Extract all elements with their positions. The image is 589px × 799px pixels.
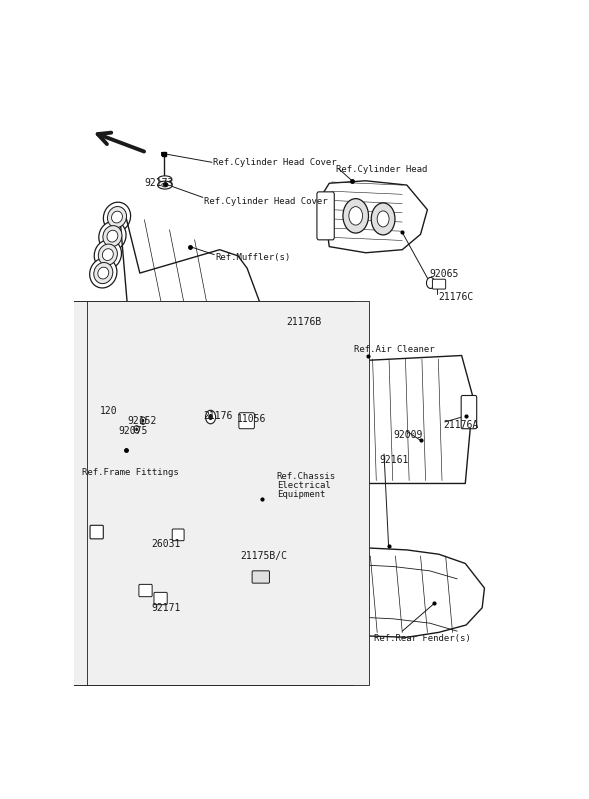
Ellipse shape: [315, 375, 325, 384]
Circle shape: [426, 277, 435, 288]
Text: Parts
Republic: Parts Republic: [133, 355, 361, 452]
Text: 92152: 92152: [127, 415, 157, 426]
Ellipse shape: [345, 437, 350, 451]
FancyBboxPatch shape: [288, 315, 299, 324]
Circle shape: [349, 207, 363, 225]
Ellipse shape: [345, 351, 350, 364]
Circle shape: [206, 410, 216, 423]
Ellipse shape: [375, 397, 385, 403]
Ellipse shape: [310, 397, 320, 403]
Ellipse shape: [328, 431, 335, 443]
Text: 21176C: 21176C: [439, 292, 474, 302]
Circle shape: [134, 426, 140, 433]
Text: 21176B: 21176B: [286, 317, 321, 328]
Text: Ref.Rear Fender(s): Ref.Rear Fender(s): [374, 634, 471, 643]
Ellipse shape: [107, 230, 118, 242]
Ellipse shape: [102, 248, 113, 260]
Text: 21176A: 21176A: [444, 420, 479, 430]
Text: 92009: 92009: [393, 431, 422, 440]
Circle shape: [339, 388, 356, 412]
FancyBboxPatch shape: [139, 584, 152, 597]
FancyBboxPatch shape: [239, 496, 286, 533]
Ellipse shape: [98, 267, 109, 279]
Text: 92173: 92173: [144, 178, 174, 189]
Polygon shape: [282, 356, 473, 483]
FancyBboxPatch shape: [239, 413, 254, 429]
Text: 26031: 26031: [151, 539, 181, 549]
Circle shape: [140, 417, 145, 424]
FancyBboxPatch shape: [90, 525, 103, 539]
FancyBboxPatch shape: [71, 300, 353, 686]
Text: Ref.Chassis: Ref.Chassis: [277, 471, 336, 480]
Ellipse shape: [103, 225, 122, 247]
Text: 11056: 11056: [237, 414, 266, 424]
Ellipse shape: [111, 211, 123, 223]
Circle shape: [141, 419, 144, 423]
Ellipse shape: [360, 431, 367, 443]
Ellipse shape: [158, 181, 172, 189]
Ellipse shape: [162, 183, 168, 187]
FancyBboxPatch shape: [154, 592, 167, 605]
Ellipse shape: [94, 263, 113, 284]
Ellipse shape: [186, 331, 244, 365]
Circle shape: [377, 211, 389, 227]
Ellipse shape: [193, 336, 238, 360]
Circle shape: [371, 203, 395, 235]
Text: Ref.Cylinder Head Cover: Ref.Cylinder Head Cover: [213, 158, 336, 167]
FancyBboxPatch shape: [172, 529, 184, 541]
Text: Ref.Cylinder Head Cover: Ref.Cylinder Head Cover: [204, 197, 327, 206]
Polygon shape: [304, 548, 484, 638]
Text: 92171: 92171: [151, 602, 181, 613]
FancyBboxPatch shape: [245, 550, 276, 574]
Ellipse shape: [158, 176, 172, 182]
Bar: [161, 153, 167, 156]
Ellipse shape: [104, 202, 131, 232]
Text: 92075: 92075: [118, 426, 148, 436]
FancyBboxPatch shape: [317, 192, 335, 240]
FancyBboxPatch shape: [42, 300, 324, 686]
Circle shape: [209, 414, 213, 420]
Ellipse shape: [90, 258, 117, 288]
FancyBboxPatch shape: [55, 300, 337, 686]
Ellipse shape: [99, 221, 126, 251]
Ellipse shape: [370, 375, 380, 384]
Ellipse shape: [360, 357, 367, 369]
Text: 120: 120: [100, 407, 118, 416]
Ellipse shape: [328, 357, 335, 369]
Text: Ref.Frame Fittings: Ref.Frame Fittings: [82, 468, 178, 477]
FancyBboxPatch shape: [461, 396, 477, 429]
Text: Ref.Cylinder Head: Ref.Cylinder Head: [336, 165, 428, 174]
Ellipse shape: [98, 244, 117, 265]
FancyBboxPatch shape: [432, 279, 446, 289]
Text: Ref.Muffler(s): Ref.Muffler(s): [215, 252, 290, 261]
FancyBboxPatch shape: [252, 570, 269, 583]
Ellipse shape: [94, 240, 121, 269]
Circle shape: [343, 199, 369, 233]
Text: 92065: 92065: [430, 269, 459, 280]
Text: Ref.Air Cleaner: Ref.Air Cleaner: [355, 345, 435, 355]
Polygon shape: [322, 181, 428, 252]
Text: 92161: 92161: [379, 455, 409, 465]
FancyBboxPatch shape: [250, 534, 273, 547]
Text: 21175B/C: 21175B/C: [240, 551, 287, 561]
FancyBboxPatch shape: [87, 300, 369, 686]
Circle shape: [135, 427, 138, 431]
Circle shape: [324, 368, 371, 432]
Ellipse shape: [107, 206, 127, 228]
Ellipse shape: [370, 418, 380, 426]
Ellipse shape: [315, 418, 325, 426]
Text: 21176: 21176: [204, 411, 233, 421]
Text: Equipment: Equipment: [277, 490, 325, 499]
Text: Electrical: Electrical: [277, 481, 330, 490]
Polygon shape: [126, 423, 282, 517]
